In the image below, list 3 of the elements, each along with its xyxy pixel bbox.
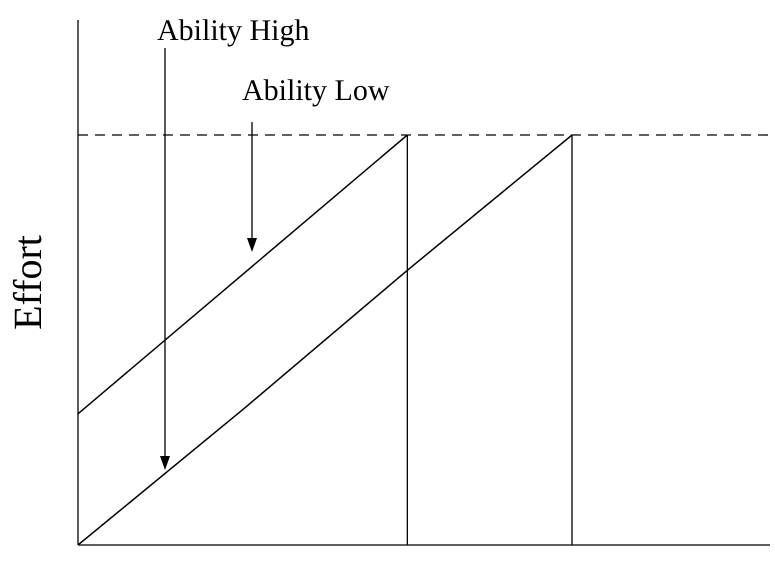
- text: Ability High: [157, 14, 310, 47]
- y-axis-title: Effort: [5, 235, 50, 330]
- text: Ability Low: [242, 74, 390, 107]
